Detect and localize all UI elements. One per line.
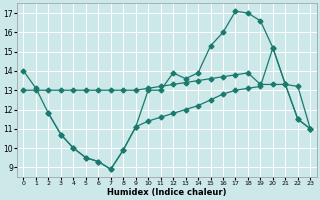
X-axis label: Humidex (Indice chaleur): Humidex (Indice chaleur) (107, 188, 227, 197)
